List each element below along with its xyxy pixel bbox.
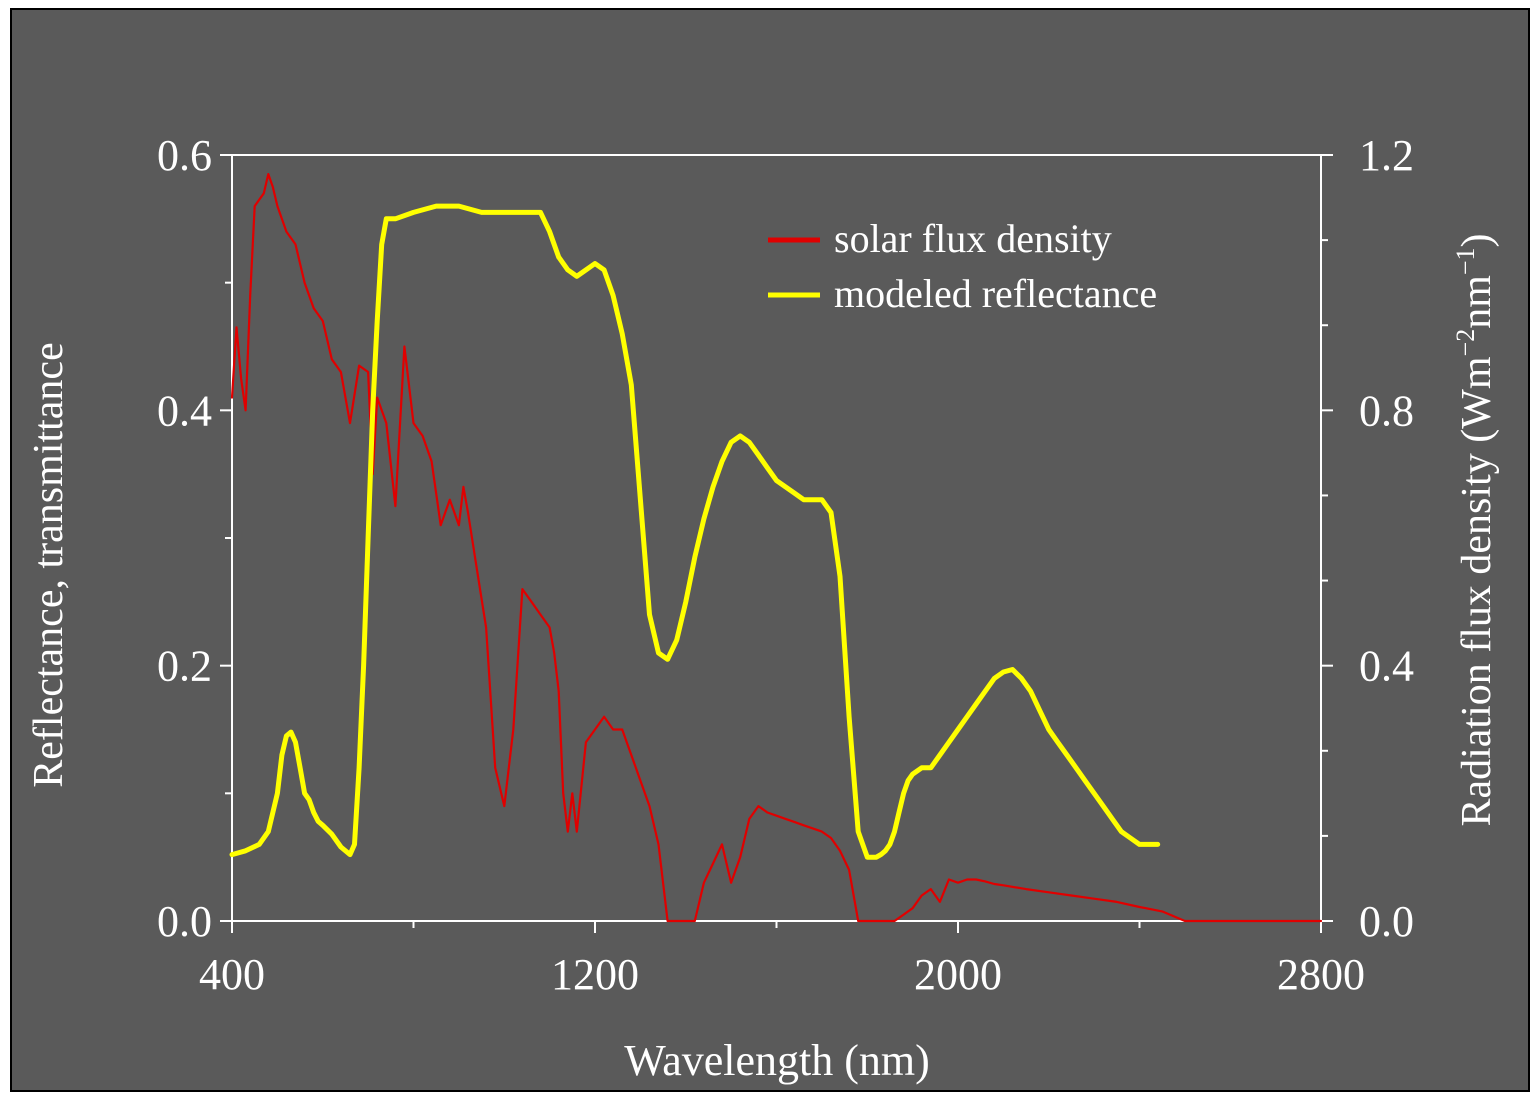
- right-y-axis-label-mid: nm: [1454, 275, 1500, 329]
- y-left-tick-label: 0.0: [157, 897, 212, 946]
- chart-frame: [10, 8, 1530, 1092]
- x-tick-label: 2000: [914, 950, 1002, 999]
- legend: solar flux density modeled reflectance: [768, 216, 1157, 316]
- x-tick-label: 1200: [551, 950, 639, 999]
- right-y-axis-label: Radiation flux density (Wm−2nm−1): [1451, 233, 1500, 826]
- right-y-axis-label-main: Radiation flux density (Wm: [1454, 356, 1500, 826]
- x-tick-label: 400: [199, 950, 265, 999]
- series-line-solar-flux-density: [230, 173, 1323, 923]
- y-left-tick-label: 0.6: [157, 131, 212, 180]
- y-left-tick-label: 0.4: [157, 386, 212, 435]
- legend-label-modeled-reflectance: modeled reflectance: [834, 271, 1157, 316]
- y-right-tick-label: 0.4: [1359, 642, 1414, 691]
- axes: [220, 154, 1333, 933]
- y-left-tick-label: 0.2: [157, 642, 212, 691]
- x-axis-label: Wavelength (nm): [624, 1036, 930, 1085]
- series-layer: [229, 173, 1323, 923]
- right-y-axis-label-sup2: −1: [1451, 247, 1480, 275]
- x-tick-label: 2800: [1277, 950, 1365, 999]
- plot-frame: [231, 154, 1322, 922]
- right-y-axis-label-sup1: −2: [1451, 329, 1480, 357]
- right-y-axis-label-end: ): [1454, 233, 1500, 247]
- legend-label-solar-flux: solar flux density: [834, 216, 1112, 261]
- y-right-tick-label: 0.0: [1359, 897, 1414, 946]
- left-y-axis-label: Reflectance, transmittance: [26, 342, 72, 787]
- series-line-modeled-reflectance: [229, 203, 1161, 860]
- y-right-tick-label: 1.2: [1359, 131, 1414, 180]
- y-right-tick-label: 0.8: [1359, 386, 1414, 435]
